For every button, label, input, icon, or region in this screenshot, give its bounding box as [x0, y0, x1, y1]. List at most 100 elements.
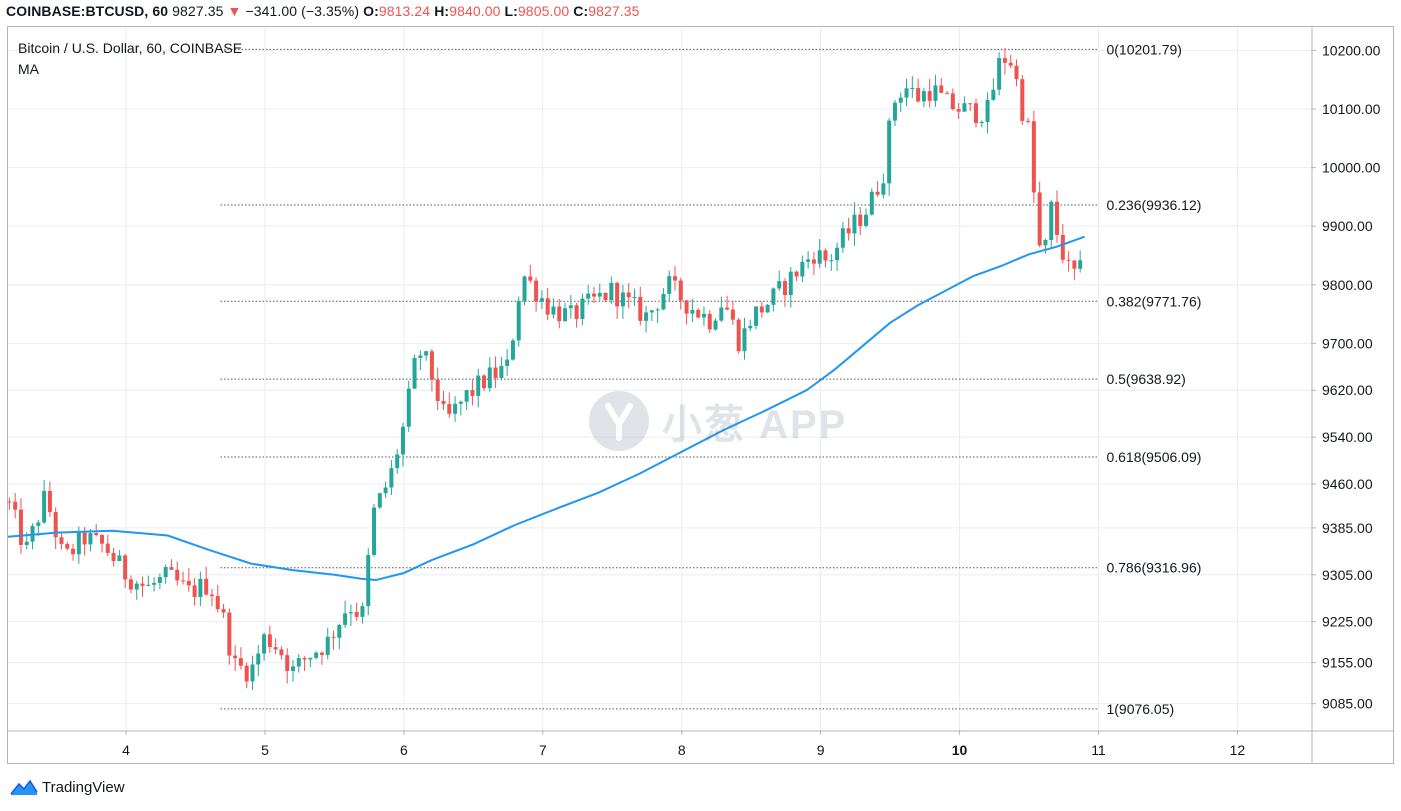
candle-body: [1049, 201, 1054, 240]
candle-body: [372, 507, 377, 555]
candle-body: [898, 97, 903, 103]
time-tick-label: 11: [1091, 742, 1106, 758]
chart-frame[interactable]: [7, 26, 1394, 764]
candle-body: [864, 214, 869, 226]
price-axis[interactable]: 10200.00 10100.00 10000.00 9900.00 9800.00 97…: [1311, 42, 1381, 712]
candle-body: [186, 580, 191, 586]
candle-body: [933, 85, 938, 101]
fib-retracement[interactable]: 0(10201.79) 0.236(9936.12) 0.382(9771.76) 0…: [220, 41, 1202, 717]
candle-body: [892, 102, 897, 121]
candle-body: [59, 537, 64, 544]
candle-body: [163, 567, 168, 578]
candle-body: [528, 276, 533, 281]
price-tick-label: 9460.00: [1322, 476, 1373, 492]
fib-level-label: 0.786(9316.96): [1106, 560, 1201, 576]
candle-body: [296, 658, 301, 667]
candle-body: [777, 281, 782, 289]
candle-body: [817, 250, 822, 264]
candle-body: [250, 664, 255, 682]
chart-title[interactable]: Bitcoin / U.S. Dollar, 60, COINBASE: [18, 40, 243, 56]
candle-body: [360, 606, 365, 617]
candle-body: [435, 379, 440, 401]
candle-body: [539, 298, 544, 302]
candle-body: [406, 388, 411, 427]
candle-body: [198, 578, 203, 598]
price-tick-label: 9155.00: [1322, 655, 1373, 671]
candle-body: [591, 293, 596, 297]
candle-body: [209, 594, 214, 597]
candle-body: [128, 579, 133, 590]
candle-body: [881, 183, 886, 195]
candle-body: [887, 120, 892, 184]
candle-body: [973, 103, 978, 124]
candle-body: [181, 580, 186, 582]
fib-level-label: 1(9076.05): [1106, 701, 1174, 717]
candle-body: [534, 280, 539, 302]
fib-level-label: 0.382(9771.76): [1106, 293, 1201, 309]
candle-body: [42, 490, 47, 523]
candle-body: [956, 109, 961, 112]
candle-body: [429, 351, 434, 380]
candle-body: [418, 355, 423, 358]
candle-body: [661, 293, 666, 310]
candle-body: [18, 509, 23, 545]
candle-body: [522, 276, 527, 301]
price-tick-label: 10000.00: [1322, 160, 1381, 176]
candle-body: [644, 312, 649, 321]
candle-body: [800, 261, 805, 277]
candle-body: [835, 247, 840, 261]
grid: [8, 27, 1311, 730]
candle-body: [244, 665, 249, 682]
candle-body: [811, 259, 816, 264]
candle-body: [395, 454, 400, 469]
candle-body: [123, 555, 128, 580]
candle-body: [939, 85, 944, 93]
symbol-name[interactable]: COINBASE:BTCUSD, 60: [6, 3, 169, 19]
candle-body: [285, 655, 290, 671]
candle-body: [1055, 201, 1060, 235]
low-value: 9805.00: [517, 3, 570, 19]
candle-body: [71, 548, 76, 555]
candle-body: [464, 390, 469, 402]
candle-body: [950, 93, 955, 110]
candle-body: [1060, 234, 1065, 260]
candle-body: [94, 533, 99, 536]
candle-body: [673, 276, 678, 281]
candle-body: [649, 310, 654, 313]
candle-body: [551, 306, 556, 315]
price-tick-label: 10100.00: [1322, 101, 1381, 117]
candle-body: [829, 260, 834, 262]
candle-body: [325, 636, 330, 655]
candle-body: [233, 655, 238, 659]
candle-body: [487, 367, 492, 389]
candle-body: [678, 280, 683, 301]
candle-body: [916, 87, 921, 102]
candle-body: [580, 298, 585, 319]
time-tick-label: 6: [400, 742, 408, 758]
candle-body: [788, 271, 793, 296]
price-tick-label: 10200.00: [1322, 42, 1381, 58]
candle-body: [1078, 260, 1083, 269]
high-value: 9840.00: [449, 3, 501, 19]
price-tick-label: 9620.00: [1322, 382, 1373, 398]
candle-body: [1066, 259, 1071, 261]
candle-body: [476, 375, 481, 396]
candle-body: [667, 276, 672, 294]
ma-legend[interactable]: MA: [18, 61, 39, 77]
time-axis[interactable]: 4 5 6 7 8 9 10 11 12: [122, 730, 1245, 758]
high-label: H:: [434, 3, 450, 19]
candle-body: [204, 578, 209, 595]
candle-body: [1043, 239, 1048, 246]
candle-body: [794, 271, 799, 277]
candle-body: [782, 281, 787, 296]
candle-body: [291, 666, 296, 671]
tradingview-brand[interactable]: TradingView: [10, 778, 125, 796]
candle-body: [24, 541, 29, 545]
candle-body: [719, 307, 724, 321]
candle-body: [869, 191, 874, 215]
candle-body: [111, 552, 116, 561]
candle-body: [262, 634, 267, 654]
candle-body: [846, 228, 851, 234]
candle-body: [545, 298, 550, 315]
